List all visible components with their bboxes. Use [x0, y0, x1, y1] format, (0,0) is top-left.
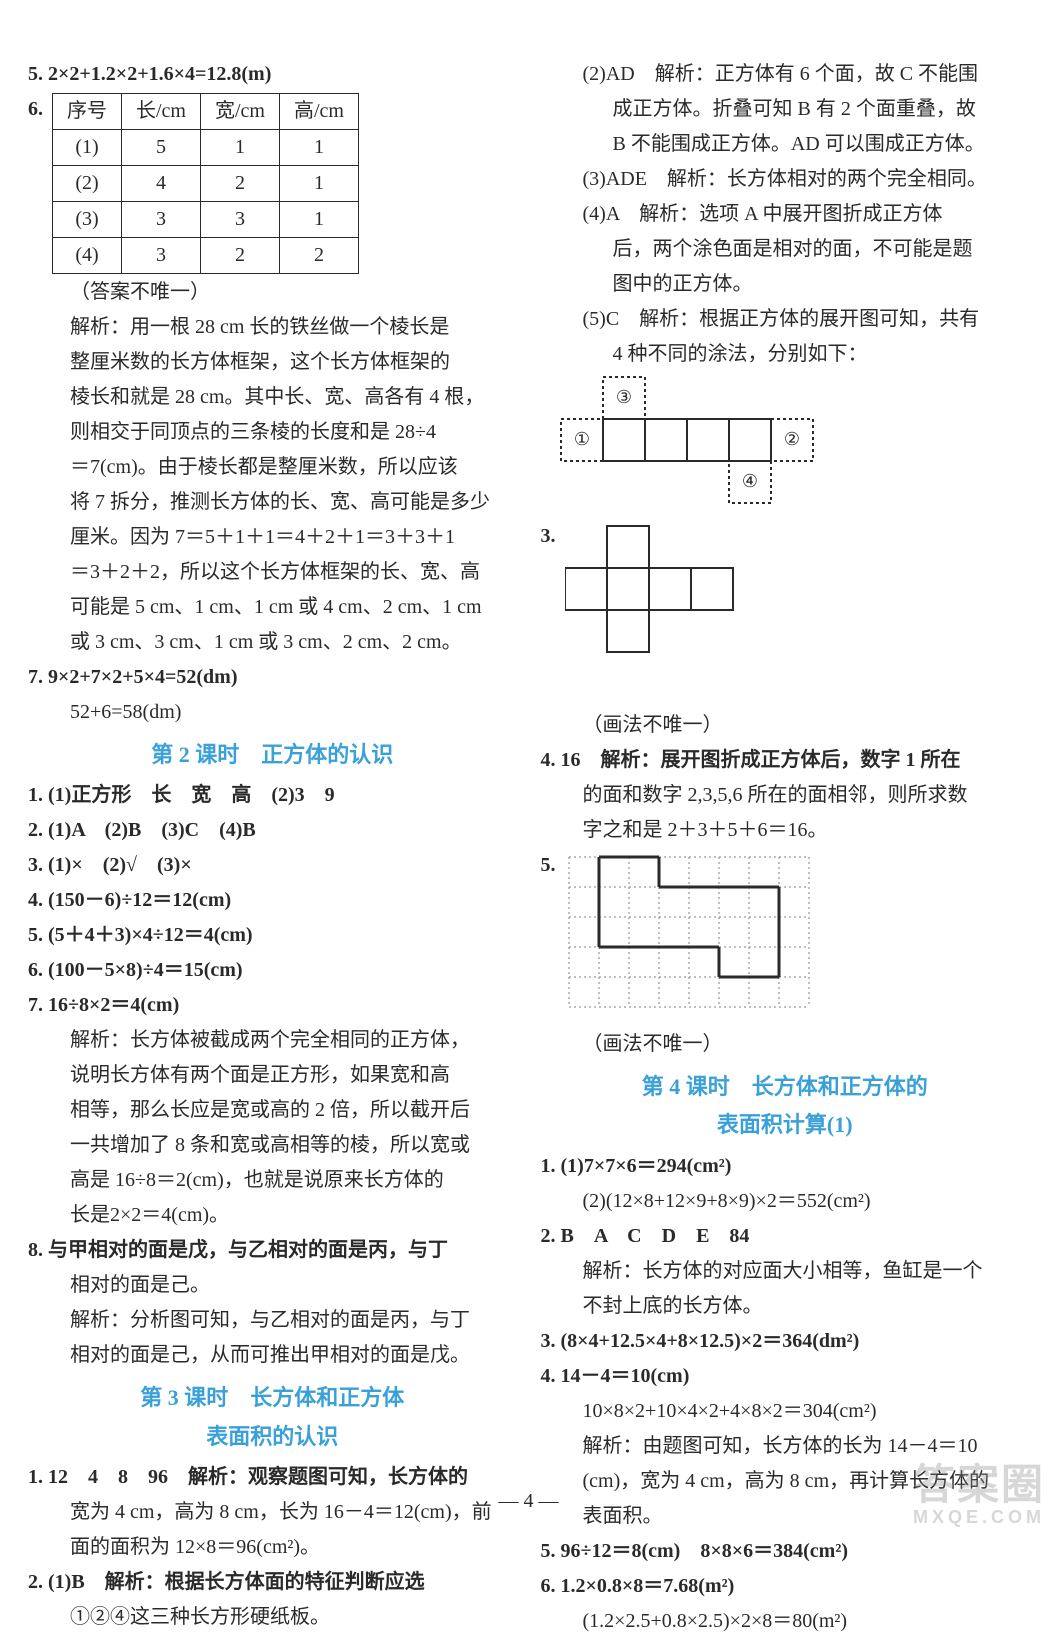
th: 长/cm — [122, 94, 201, 130]
s2-q8p: 解析：分析图可知，与乙相对的面是丙，与丁 — [28, 1304, 517, 1337]
s4-q2p: 不封上底的长方体。 — [541, 1290, 1030, 1323]
s2-q7p: 解析：长方体被截成两个完全相同的正方体， — [28, 1024, 517, 1057]
q6-expl: 厘米。因为 7＝5＋1＋1＝4＋2＋1＝3＋3＋1 — [28, 521, 517, 554]
q7a: 7. 9×2+7×2+5×4=52(dm) — [28, 661, 517, 694]
q5: 5. 2×2+1.2×2+1.6×4=12.8(m) — [28, 58, 517, 91]
right-column: (2)AD 解析：正方体有 6 个面，故 C 不能围 成正方体。折叠可知 B 有… — [541, 58, 1030, 1640]
table-row: (1)511 — [53, 130, 359, 166]
q6-expl: 或 3 cm、3 cm、1 cm 或 3 cm、2 cm、2 cm。 — [28, 626, 517, 659]
s2-q8p: 相对的面是己，从而可推出甲相对的面是戊。 — [28, 1339, 517, 1372]
q5-num: 5. — [541, 849, 565, 882]
heading-lesson4: 第 4 课时 长方体和正方体的 — [541, 1069, 1030, 1105]
s4-q2p: 解析：长方体的对应面大小相等，鱼缸是一个 — [541, 1255, 1030, 1288]
s2-q7p: 相等，那么长应是宽或高的 2 倍，所以截开后 — [28, 1094, 517, 1127]
s2-q7p: 一共增加了 8 条和宽或高相等的棱，所以宽或 — [28, 1129, 517, 1162]
th: 序号 — [53, 94, 122, 130]
s4-q5: 5. 96÷12＝8(cm) 8×8×6＝384(cm²) — [541, 1535, 1030, 1568]
s2-q8: 8. 与甲相对的面是戊，与乙相对的面是丙，与丁 — [28, 1234, 517, 1267]
s4-q1b: (2)(12×8+12×9+8×9)×2＝552(cm²) — [541, 1185, 1030, 1218]
fig2-note: （画法不唯一） — [541, 709, 1030, 742]
q2-5: 4 种不同的涂法，分别如下： — [541, 338, 1030, 371]
q4: 字之和是 2＋3＋5＋6＝16。 — [541, 814, 1030, 847]
s2-q7p: 长是2×2＝4(cm)。 — [28, 1199, 517, 1232]
q6-table: 序号 长/cm 宽/cm 高/cm (1)511 (2)421 (3)331 (… — [52, 93, 359, 274]
s2-q5: 5. (5＋4＋3)×4÷12＝4(cm) — [28, 919, 517, 952]
q2-4: (4)A 解析：选项 A 中展开图折成正方体 — [541, 198, 1030, 231]
q2-5: (5)C 解析：根据正方体的展开图可知，共有 — [541, 303, 1030, 336]
q3-num: 3. — [541, 520, 565, 553]
q6-num: 6. — [28, 93, 52, 126]
heading-lesson4b: 表面积计算(1) — [541, 1107, 1030, 1143]
s4-q1a: 1. (1)7×7×6＝294(cm²) — [541, 1150, 1030, 1183]
s2-q7: 7. 16÷8×2＝4(cm) — [28, 989, 517, 1022]
s2-q8b: 相对的面是己。 — [28, 1269, 517, 1302]
s4-q4p: 解析：由题图可知，长方体的长为 14－4＝10 — [541, 1430, 1030, 1463]
table-row: (3)331 — [53, 202, 359, 238]
s3-q2a: 2. (1)B 解析：根据长方体面的特征判断应选 — [28, 1566, 517, 1599]
s2-q3: 3. (1)× (2)√ (3)× — [28, 849, 517, 882]
table-row: (4)322 — [53, 238, 359, 274]
q6-expl: 将 7 拆分，推测长方体的长、宽、高可能是多少 — [28, 486, 517, 519]
fig3-note: （画法不唯一） — [541, 1028, 1030, 1061]
s4-q4a: 4. 14－4＝10(cm) — [541, 1360, 1030, 1393]
s2-q2: 2. (1)A (2)B (3)C (4)B — [28, 814, 517, 847]
s4-q6a: 6. 1.2×0.8×8＝7.68(m²) — [541, 1570, 1030, 1603]
s2-q4: 4. (150－6)÷12＝12(cm) — [28, 884, 517, 917]
table-row: 序号 长/cm 宽/cm 高/cm — [53, 94, 359, 130]
fig1-label: ② — [783, 429, 799, 449]
q6-expl: 解析：用一根 28 cm 长的铁丝做一个棱长是 — [28, 311, 517, 344]
s4-q4b: 10×8×2+10×4×2+4×8×2＝304(cm²) — [541, 1395, 1030, 1428]
s4-q2a: 2. B A C D E 84 — [541, 1220, 1030, 1253]
s4-q6b: (1.2×2.5+0.8×2.5)×2×8＝80(m²) — [541, 1605, 1030, 1638]
q4: 4. 16 解析：展开图折成正方体后，数字 1 所在 — [541, 744, 1030, 777]
left-column: 5. 2×2+1.2×2+1.6×4=12.8(m) 6. 序号 长/cm 宽/… — [28, 58, 517, 1640]
q6-expl: ＝3＋2＋2，所以这个长方体框架的长、宽、高 — [28, 556, 517, 589]
q2-3: (3)ADE 解析：长方体相对的两个完全相同。 — [541, 163, 1030, 196]
q2-2: 成正方体。折叠可知 B 有 2 个面重叠，故 — [541, 93, 1030, 126]
heading-lesson3: 第 3 课时 长方体和正方体 — [28, 1380, 517, 1416]
fig1-label: ③ — [615, 387, 631, 407]
q6-expl: ＝7(cm)。由于棱长都是整厘米数，所以应该 — [28, 451, 517, 484]
watermark-small: MXQE.COM — [913, 1508, 1045, 1528]
heading-lesson2: 第 2 课时 正方体的认识 — [28, 737, 517, 773]
s4-q3: 3. (8×4+12.5×4+8×12.5)×2＝364(dm²) — [541, 1325, 1030, 1358]
s3-q2b: ①②④这三种长方形硬纸板。 — [28, 1601, 517, 1634]
page-number: — 4 — — [0, 1485, 1057, 1518]
watermark: 答案圈 MXQE.COM — [913, 1462, 1045, 1528]
figure-cube-net-labels: ③ ① ② ④ — [559, 375, 1030, 516]
watermark-big: 答案圈 — [913, 1461, 1045, 1508]
q6-expl: 棱长和就是 28 cm。其中长、宽、高各有 4 根， — [28, 381, 517, 414]
figure-grid-net — [565, 853, 815, 1024]
fig1-label: ④ — [741, 471, 757, 491]
q4: 的面和数字 2,3,5,6 所在的面相邻，则所求数 — [541, 779, 1030, 812]
q2-2: (2)AD 解析：正方体有 6 个面，故 C 不能围 — [541, 58, 1030, 91]
q7b: 52+6=58(dm) — [28, 696, 517, 729]
q6-expl: 可能是 5 cm、1 cm、1 cm 或 4 cm、2 cm、1 cm — [28, 591, 517, 624]
s2-q7p: 高是 16÷8＝2(cm)，也就是说原来长方体的 — [28, 1164, 517, 1197]
th: 高/cm — [280, 94, 359, 130]
heading-lesson3b: 表面积的认识 — [28, 1419, 517, 1455]
figure-cube-net — [565, 524, 775, 705]
s2-q1: 1. (1)正方形 长 宽 高 (2)3 9 — [28, 779, 517, 812]
fig1-label: ① — [573, 429, 589, 449]
q2-4: 后，两个涂色面是相对的面，不可能是题 — [541, 233, 1030, 266]
q6-expl: 整厘米数的长方体框架，这个长方体框架的 — [28, 346, 517, 379]
q2-2: B 不能围成正方体。AD 可以围成正方体。 — [541, 128, 1030, 161]
s2-q7p: 说明长方体有两个面是正方形，如果宽和高 — [28, 1059, 517, 1092]
q6-expl: 则相交于同顶点的三条棱的长度和是 28÷4 — [28, 416, 517, 449]
th: 宽/cm — [201, 94, 280, 130]
table-row: (2)421 — [53, 166, 359, 202]
q2-4: 图中的正方体。 — [541, 268, 1030, 301]
q6-note: （答案不唯一） — [28, 276, 517, 309]
s2-q6: 6. (100－5×8)÷4＝15(cm) — [28, 954, 517, 987]
